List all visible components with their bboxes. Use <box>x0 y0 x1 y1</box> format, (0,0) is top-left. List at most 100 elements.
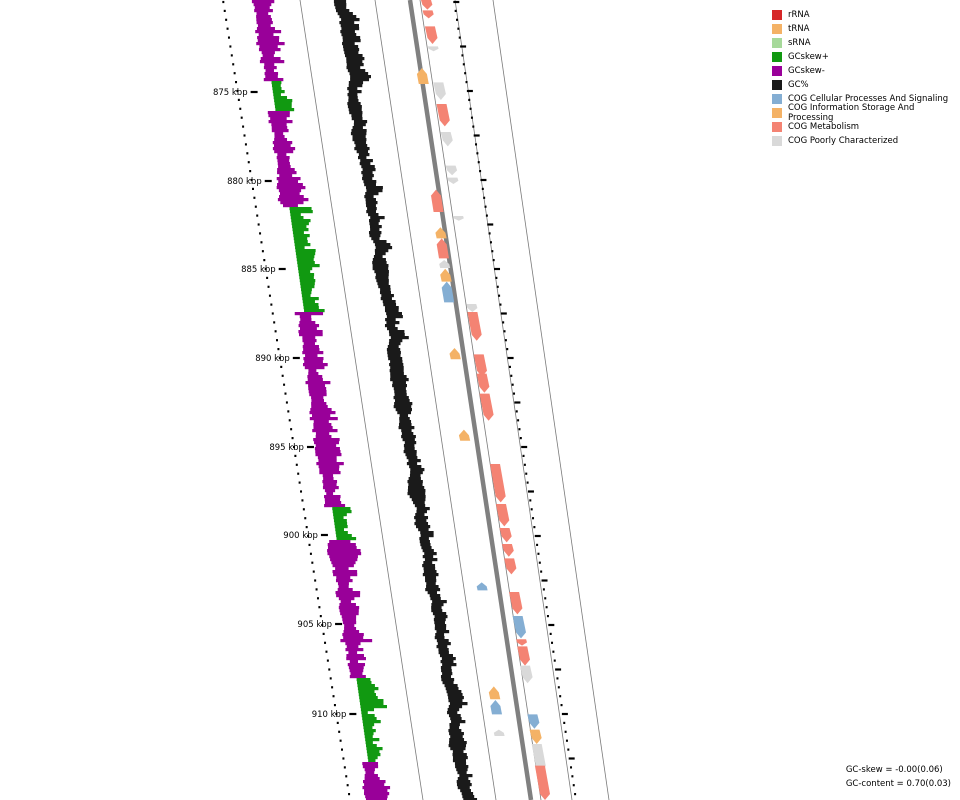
gc-content-bar <box>339 15 357 19</box>
gc-skew-bar <box>315 450 341 454</box>
gc-skew-bar <box>279 192 300 196</box>
gc-content-bar <box>421 546 432 550</box>
gc-skew-bar <box>277 159 290 163</box>
gc-skew-bar <box>340 612 359 616</box>
gc-skew-bar <box>343 630 360 634</box>
gc-content-bar <box>347 105 362 109</box>
gc-content-bar <box>452 756 468 760</box>
gene-feature <box>490 464 506 503</box>
gc-skew-bar <box>367 753 381 757</box>
gene-feature <box>509 592 523 615</box>
legend-swatch <box>772 10 782 20</box>
legend-label: GCskew+ <box>788 52 829 62</box>
gc-skew-bar <box>345 648 364 652</box>
gc-content-bar <box>341 33 357 37</box>
gc-content-bar <box>359 162 371 166</box>
gc-content-bar <box>401 429 412 433</box>
gene-feature <box>488 686 501 700</box>
gc-content-bar <box>425 588 441 592</box>
gc-content-bar <box>390 375 407 379</box>
gc-skew-bar <box>340 639 373 643</box>
gc-content-bar <box>368 231 382 235</box>
gc-skew-bar <box>274 135 285 139</box>
gc-content-bar <box>395 408 412 412</box>
gc-skew-bar <box>365 741 373 745</box>
gc-skew-bar <box>360 705 387 709</box>
gc-content-bar <box>345 54 363 58</box>
gc-skew-bar <box>315 444 337 448</box>
gc-content-bar <box>414 504 426 508</box>
gene-feature <box>516 639 527 646</box>
gc-skew-bar <box>257 24 271 28</box>
gc-content-bar <box>389 339 403 343</box>
gc-skew-bar <box>314 441 339 445</box>
gc-skew-bar <box>313 426 333 430</box>
gc-content-bar <box>434 615 448 619</box>
legend-item: COG Cellular Processes And Signaling <box>772 92 960 106</box>
gc-skew-bar <box>305 381 331 385</box>
gc-content-bar <box>415 519 427 523</box>
gc-content-bar <box>394 402 413 406</box>
gc-skew-bar <box>350 672 363 676</box>
tick-label: 890 kbp <box>255 354 290 364</box>
gene-feature <box>520 665 533 684</box>
gc-skew-bar <box>335 531 348 535</box>
gc-skew-bar <box>264 72 279 76</box>
legend-swatch <box>772 52 782 62</box>
gc-skew-bar <box>290 213 301 217</box>
gc-content-bar <box>439 654 453 658</box>
gc-content-bar <box>436 645 448 649</box>
gc-content-bar <box>368 213 379 217</box>
gc-content-bar <box>456 780 471 784</box>
gc-skew-bar <box>303 306 319 310</box>
gc-content-bar <box>387 327 398 331</box>
gc-content-bar <box>463 798 478 800</box>
gc-skew-bar <box>303 342 315 346</box>
gc-content-bar <box>461 792 474 796</box>
gc-content-bar <box>441 678 455 682</box>
gc-skew-stat: GC-skew = -0.00(0.06) <box>845 765 943 775</box>
gc-skew-bar <box>333 519 347 523</box>
gc-skew-bar <box>258 48 281 52</box>
gc-content-bar <box>344 51 359 55</box>
gc-content-bar <box>372 264 389 268</box>
gene-feature <box>529 729 542 744</box>
gc-content-bar <box>348 99 359 103</box>
legend-item: tRNA <box>772 22 960 36</box>
gc-content-bar <box>411 498 426 502</box>
gc-skew-bar <box>294 312 324 316</box>
gc-skew-bar <box>267 111 290 115</box>
gc-skew-bar <box>308 369 317 373</box>
gene-feature <box>433 82 446 100</box>
gc-content-bar <box>364 195 374 199</box>
gc-content-bar <box>348 84 363 88</box>
gc-content-bar <box>440 660 454 664</box>
gc-content-bar <box>426 582 436 586</box>
gc-skew-bar <box>298 333 323 337</box>
gc-skew-bar <box>362 765 379 769</box>
gc-skew-bar <box>360 702 384 706</box>
gc-content-bar <box>437 642 451 646</box>
gc-skew-bar <box>338 585 349 589</box>
gene-feature <box>458 429 471 441</box>
legend-label: tRNA <box>788 24 810 34</box>
gc-skew-bar <box>335 579 353 583</box>
gc-content-bar <box>378 285 391 289</box>
legend-item: sRNA <box>772 36 960 50</box>
gc-skew-bar <box>318 459 337 463</box>
gc-skew-bar <box>362 720 381 724</box>
gc-skew-bar <box>324 498 341 502</box>
gc-skew-bar <box>317 456 337 460</box>
legend-swatch <box>772 80 782 90</box>
gc-skew-bar <box>302 336 316 340</box>
gc-content-bar <box>365 186 383 190</box>
gc-content-bar <box>449 702 468 706</box>
gc-content-bar <box>418 528 429 532</box>
gc-content-bar <box>427 591 438 595</box>
gc-content-bar <box>422 555 434 559</box>
gc-content-bar <box>402 438 415 442</box>
gc-content-bar <box>369 222 379 226</box>
gc-content-bar <box>375 246 393 250</box>
gc-skew-bar <box>271 84 281 88</box>
gc-skew-bar <box>329 540 351 544</box>
